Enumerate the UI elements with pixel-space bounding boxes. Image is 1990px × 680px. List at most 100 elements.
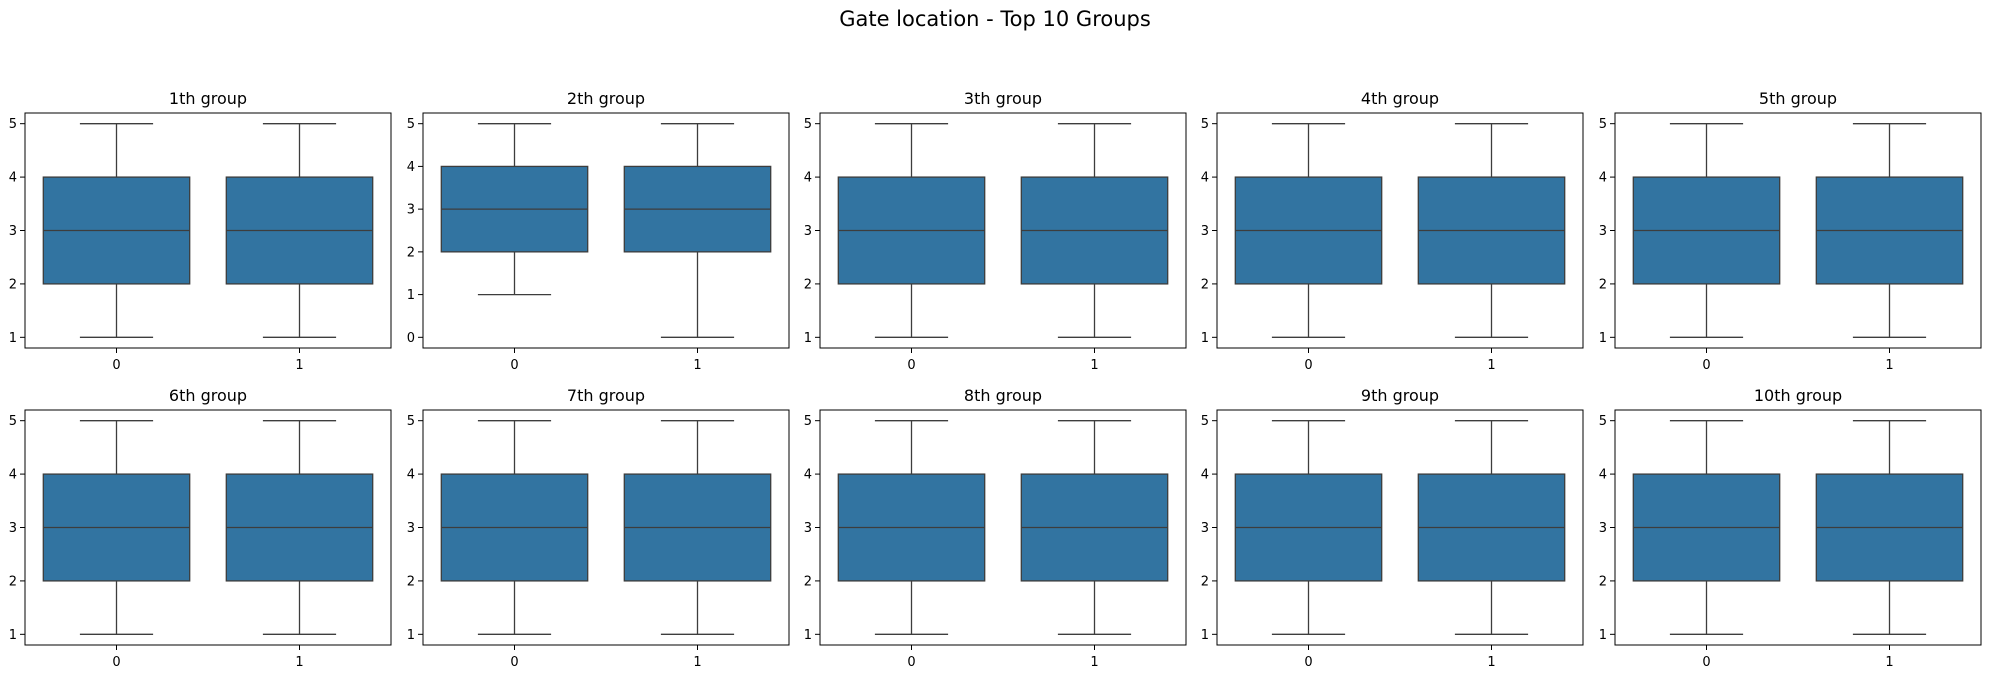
box-0: [1234, 123, 1383, 338]
x-tick-label: 1: [295, 358, 303, 373]
y-tick-label: 4: [1201, 468, 1209, 483]
y-tick-label: 2: [9, 574, 17, 589]
subplot-title: 5th group: [1759, 89, 1837, 108]
y-tick-label: 3: [407, 521, 415, 536]
y-tick-label: 4: [804, 468, 812, 483]
x-tick-label: 0: [907, 358, 915, 373]
box-0: [1632, 123, 1781, 338]
x-tick-label: 1: [693, 358, 701, 373]
x-tick-label: 1: [1487, 655, 1495, 670]
subplot-title: 8th group: [964, 386, 1042, 405]
axes-frame: [422, 112, 790, 349]
box-0: [837, 420, 986, 635]
y-tick-label: 2: [804, 574, 812, 589]
y-tick-label: 4: [407, 160, 415, 175]
x-tick-label: 0: [1702, 655, 1710, 670]
box-1: [623, 420, 772, 635]
box-1: [1020, 123, 1169, 338]
y-tick-label: 5: [1599, 414, 1607, 429]
y-tick-label: 5: [804, 117, 812, 132]
box-0: [440, 420, 589, 635]
x-tick-label: 1: [1885, 655, 1893, 670]
subplot-title: 9th group: [1361, 386, 1439, 405]
x-tick-label: 0: [510, 358, 518, 373]
y-tick-label: 4: [804, 171, 812, 186]
y-tick-label: 5: [1599, 117, 1607, 132]
subplot-title: 4th group: [1361, 89, 1439, 108]
box-0: [837, 123, 986, 338]
y-tick-label: 3: [407, 203, 415, 218]
y-tick-label: 3: [1201, 521, 1209, 536]
y-tick-label: 4: [1599, 468, 1607, 483]
subplot-9: 9th group 1 2 3 4 5 0 1: [1201, 386, 1584, 670]
y-tick-label: 1: [407, 288, 415, 303]
y-tick-label: 3: [1201, 224, 1209, 239]
y-tick-label: 1: [1599, 628, 1607, 643]
y-tick-label: 5: [407, 117, 415, 132]
box-1: [1417, 123, 1566, 338]
y-tick-label: 1: [9, 628, 17, 643]
y-tick-label: 3: [804, 521, 812, 536]
y-tick-label: 3: [1599, 224, 1607, 239]
subplot-6: 6th group 1 2 3 4 5 0 1: [9, 386, 392, 670]
box-1: [623, 123, 772, 338]
y-tick-label: 2: [407, 245, 415, 260]
x-tick-label: 0: [112, 358, 120, 373]
subplot-10: 10th group 1 2 3 4 5 0 1: [1599, 386, 1982, 670]
y-tick-label: 1: [804, 628, 812, 643]
subplot-title: 2th group: [567, 89, 645, 108]
x-tick-label: 0: [1304, 655, 1312, 670]
y-tick-label: 2: [1599, 277, 1607, 292]
subplot-7: 7th group 1 2 3 4 5 0 1: [407, 386, 790, 670]
y-tick-label: 5: [9, 414, 17, 429]
x-tick-label: 1: [1090, 655, 1098, 670]
y-tick-label: 4: [1599, 171, 1607, 186]
figure-title: Gate location - Top 10 Groups: [839, 7, 1151, 31]
y-tick-label: 4: [9, 171, 17, 186]
y-tick-label: 2: [1201, 574, 1209, 589]
x-tick-label: 1: [693, 655, 701, 670]
x-tick-label: 1: [1090, 358, 1098, 373]
x-tick-label: 1: [1885, 358, 1893, 373]
x-tick-label: 0: [907, 655, 915, 670]
box-1: [1815, 123, 1964, 338]
x-tick-label: 0: [510, 655, 518, 670]
y-tick-label: 5: [804, 414, 812, 429]
y-tick-label: 1: [1599, 331, 1607, 346]
y-tick-label: 4: [1201, 171, 1209, 186]
y-tick-label: 4: [9, 468, 17, 483]
box-1: [225, 420, 374, 635]
y-tick-label: 5: [407, 414, 415, 429]
box-0: [1234, 420, 1383, 635]
subplot-5: 5th group 1 2 3 4 5 0 1: [1599, 89, 1982, 373]
box-0: [42, 420, 191, 635]
y-tick-label: 3: [9, 521, 17, 536]
box-1: [1417, 420, 1566, 635]
y-tick-label: 0: [407, 331, 415, 346]
subplot-2: 2th group 0 1 2 3 4 5 0 1: [407, 89, 790, 373]
subplot-1: 1th group 1 2 3 4 5 0 1: [9, 89, 392, 373]
y-tick-label: 2: [804, 277, 812, 292]
y-tick-label: 2: [407, 574, 415, 589]
box-0: [440, 123, 589, 296]
y-tick-label: 5: [1201, 117, 1209, 132]
subplot-title: 10th group: [1754, 386, 1842, 405]
y-tick-label: 1: [9, 331, 17, 346]
y-tick-label: 2: [1599, 574, 1607, 589]
y-tick-label: 5: [1201, 414, 1209, 429]
y-tick-label: 1: [1201, 628, 1209, 643]
subplot-title: 7th group: [567, 386, 645, 405]
x-tick-label: 1: [1487, 358, 1495, 373]
y-tick-label: 2: [1201, 277, 1209, 292]
y-tick-label: 5: [9, 117, 17, 132]
x-tick-label: 0: [1702, 358, 1710, 373]
y-tick-label: 1: [804, 331, 812, 346]
y-tick-label: 3: [804, 224, 812, 239]
box-0: [42, 123, 191, 338]
y-tick-label: 1: [407, 628, 415, 643]
subplot-title: 1th group: [169, 89, 247, 108]
box-1: [225, 123, 374, 338]
box-1: [1815, 420, 1964, 635]
